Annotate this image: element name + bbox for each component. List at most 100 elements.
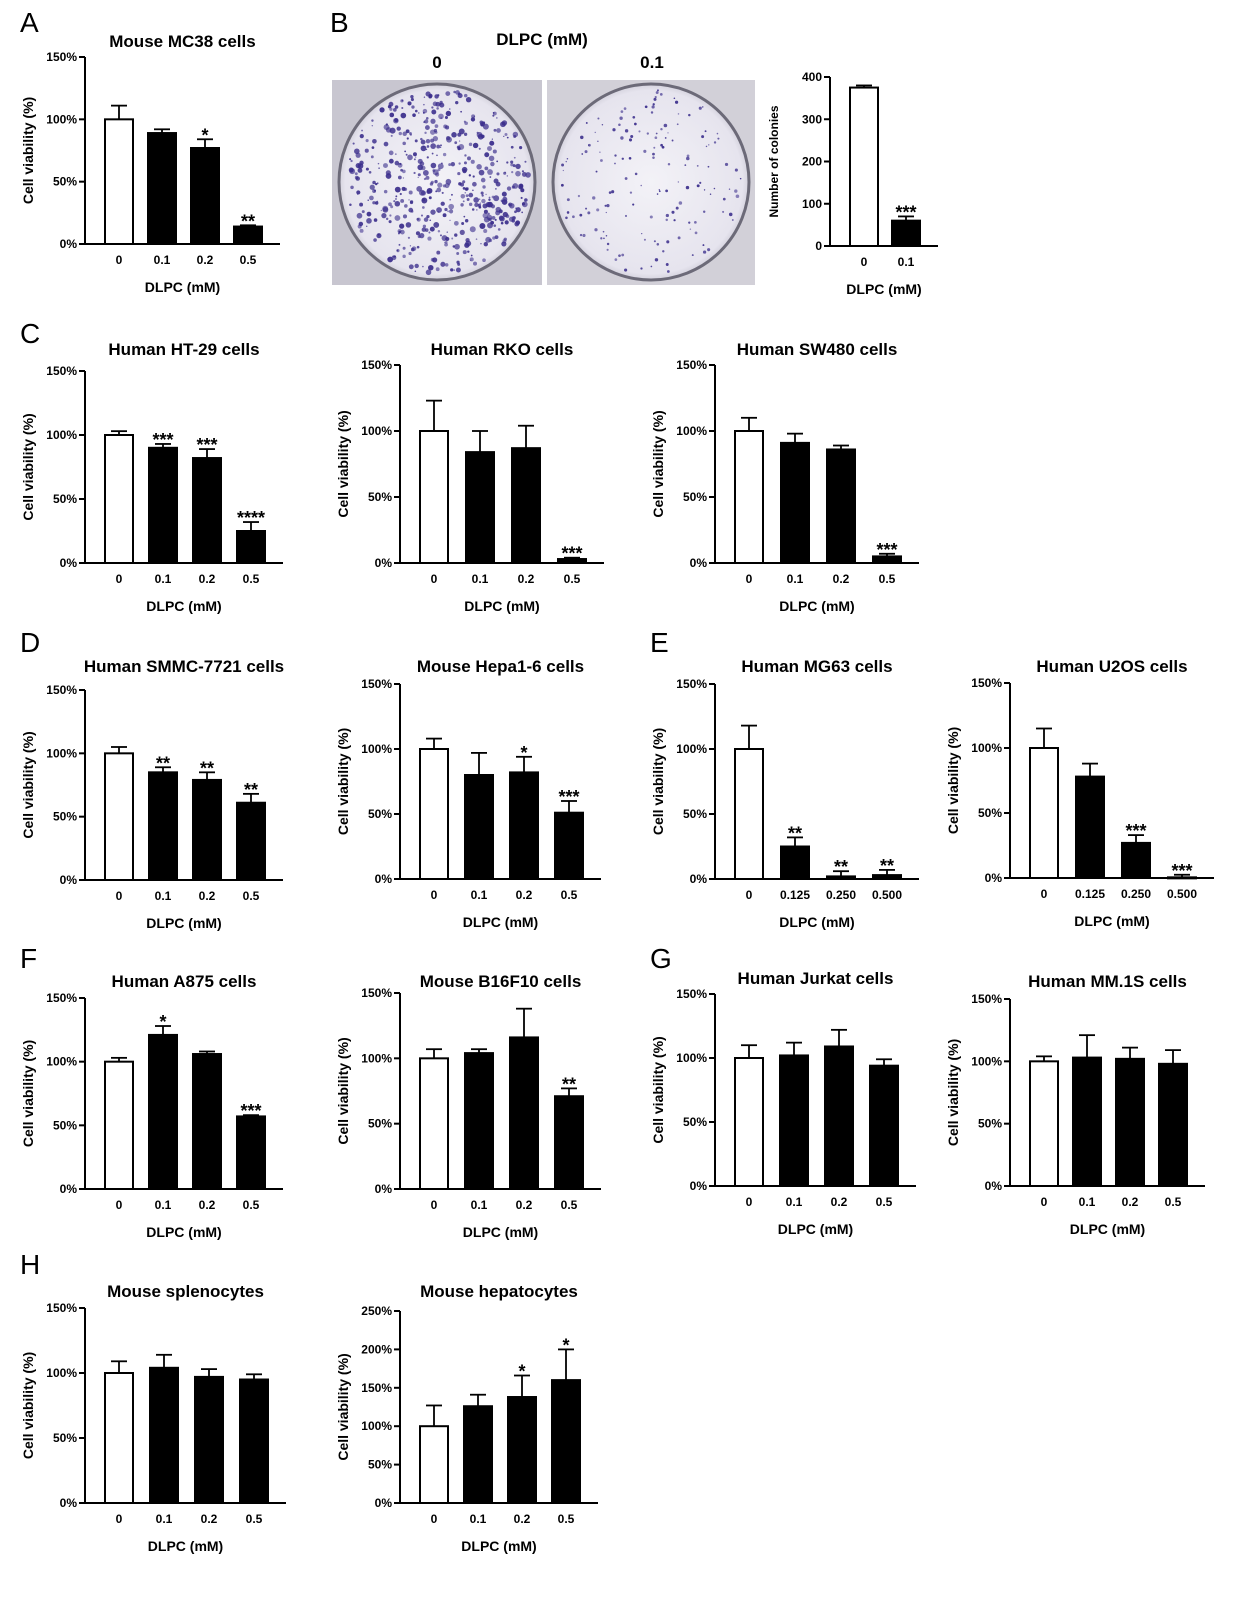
y-tick-label: 100% xyxy=(361,424,392,438)
y-tick-label: 0% xyxy=(690,556,708,570)
y-tick-label: 100% xyxy=(46,428,77,442)
bar-0.1 xyxy=(779,1054,809,1187)
panel-b-image-label-0: 0 xyxy=(432,53,441,72)
panel-letter: H xyxy=(20,1249,40,1280)
bar-0 xyxy=(734,430,764,564)
x-tick-label: 0.5 xyxy=(558,1512,575,1526)
bar-0.1 xyxy=(149,1366,179,1505)
chart-0: A Mouse MC38 cells 0% 50% 100% 150% 0 0.1 * 0.2 **… xyxy=(20,7,280,295)
x-axis-label: DLPC (mM) xyxy=(145,279,220,295)
bar-0.1 xyxy=(148,1033,178,1190)
significance-label: *** xyxy=(876,540,897,560)
bar-0.2 xyxy=(1115,1057,1145,1187)
y-tick-label: 50% xyxy=(368,1458,392,1472)
chart-2: C Human HT-29 cells 0% 50% 100% 150% 0 *** 0.1 **… xyxy=(20,318,283,614)
bar-0 xyxy=(849,86,879,247)
x-tick-label: 0.5 xyxy=(246,1512,263,1526)
significance-label: ** xyxy=(834,857,848,877)
x-tick-label: 0.1 xyxy=(786,1195,803,1209)
x-tick-label: 0.5 xyxy=(243,889,260,903)
y-tick-label: 50% xyxy=(53,810,77,824)
panel-b-header: DLPC (mM) xyxy=(496,30,588,49)
y-axis-label: Cell viability (%) xyxy=(650,1036,666,1143)
x-tick-label: 0.500 xyxy=(1167,887,1197,901)
y-axis-label: Cell viability (%) xyxy=(20,97,36,204)
significance-label: *** xyxy=(558,787,579,807)
panel-letter: A xyxy=(20,7,39,38)
x-axis-label: DLPC (mM) xyxy=(464,598,539,614)
y-tick-label: 50% xyxy=(978,1117,1002,1131)
x-axis-label: DLPC (mM) xyxy=(779,598,854,614)
x-tick-label: 0 xyxy=(116,1198,123,1212)
significance-label: ** xyxy=(880,856,894,876)
significance-label: ** xyxy=(244,780,258,800)
chart-title: Mouse splenocytes xyxy=(107,1282,264,1301)
chart-3: Human RKO cells 0% 50% 100% 150% 0 0.1 0.2 *** 0.… xyxy=(335,340,604,614)
y-tick-label: 100% xyxy=(361,1051,392,1065)
chart-title: Human A875 cells xyxy=(112,972,257,991)
x-axis-label: DLPC (mM) xyxy=(778,1221,853,1237)
bar-0.125 xyxy=(780,845,810,880)
x-tick-label: 0.5 xyxy=(1165,1195,1182,1209)
y-tick-label: 0% xyxy=(60,1182,78,1196)
y-tick-label: 50% xyxy=(368,807,392,821)
bar-0.5 xyxy=(869,1064,899,1188)
bar-0.2 xyxy=(511,447,541,564)
bar-0 xyxy=(419,748,449,880)
x-axis-label: DLPC (mM) xyxy=(463,914,538,930)
chart-11: G Human Jurkat cells 0% 50% 100% 150% 0 0.1 0.2 0… xyxy=(650,943,916,1237)
x-axis-label: DLPC (mM) xyxy=(779,914,854,930)
bar-0.5 xyxy=(554,1095,584,1191)
x-tick-label: 0.1 xyxy=(155,572,172,586)
y-tick-label: 200 xyxy=(802,155,822,169)
x-tick-label: 0.1 xyxy=(1079,1195,1096,1209)
y-tick-label: 100% xyxy=(46,746,77,760)
x-tick-label: 0.2 xyxy=(199,1198,216,1212)
x-axis-label: DLPC (mM) xyxy=(1074,913,1149,929)
x-tick-label: 0.250 xyxy=(826,888,856,902)
y-tick-label: 0% xyxy=(375,556,393,570)
panel-b-colony-images: DLPC (mM) 0 0.1 xyxy=(332,30,755,285)
panel-letter: D xyxy=(20,627,40,658)
y-tick-label: 200% xyxy=(361,1342,392,1356)
significance-label: * xyxy=(518,1362,525,1382)
y-axis-label: Cell viability (%) xyxy=(20,1040,36,1147)
x-tick-label: 0 xyxy=(116,572,123,586)
y-axis-label: Cell viability (%) xyxy=(945,1039,961,1146)
chart-title: Mouse hepatocytes xyxy=(420,1282,578,1301)
chart-title: Human SW480 cells xyxy=(737,340,898,359)
bar-0.1 xyxy=(464,1052,494,1191)
bar-0.1 xyxy=(463,1405,493,1505)
y-tick-label: 0% xyxy=(60,1496,78,1510)
y-tick-label: 50% xyxy=(368,1117,392,1131)
y-tick-label: 150% xyxy=(971,676,1002,690)
y-tick-label: 250% xyxy=(361,1304,392,1318)
y-tick-label: 0% xyxy=(985,1179,1003,1193)
y-tick-label: 0% xyxy=(60,873,78,887)
chart-9: F Human A875 cells 0% 50% 100% 150% 0 * 0.1 0.2 **… xyxy=(20,943,283,1240)
y-tick-label: 150% xyxy=(46,1301,77,1315)
bar-0 xyxy=(1029,1060,1059,1188)
bar-0 xyxy=(104,434,134,564)
significance-label: * xyxy=(159,1012,166,1032)
panel-letter: C xyxy=(20,318,40,349)
bar-0 xyxy=(419,1425,449,1504)
x-tick-label: 0 xyxy=(431,888,438,902)
significance-label: *** xyxy=(895,202,916,222)
y-axis-label: Cell viability (%) xyxy=(20,731,36,838)
y-tick-label: 0% xyxy=(690,1179,708,1193)
bar-0.1 xyxy=(891,219,921,247)
x-tick-label: 0.2 xyxy=(514,1512,531,1526)
y-tick-label: 50% xyxy=(53,175,77,189)
x-tick-label: 0.5 xyxy=(243,1198,260,1212)
y-axis-label: Cell viability (%) xyxy=(335,1353,351,1460)
bar-0 xyxy=(104,118,134,245)
bar-0.5 xyxy=(1158,1062,1188,1187)
significance-label: * xyxy=(520,743,527,763)
significance-label: ** xyxy=(156,753,170,773)
bar-0.1 xyxy=(464,774,494,880)
y-tick-label: 150% xyxy=(361,986,392,1000)
colony-dish-image-1 xyxy=(547,80,755,285)
chart-title: Human Jurkat cells xyxy=(738,969,894,988)
x-tick-label: 0.1 xyxy=(154,253,171,267)
